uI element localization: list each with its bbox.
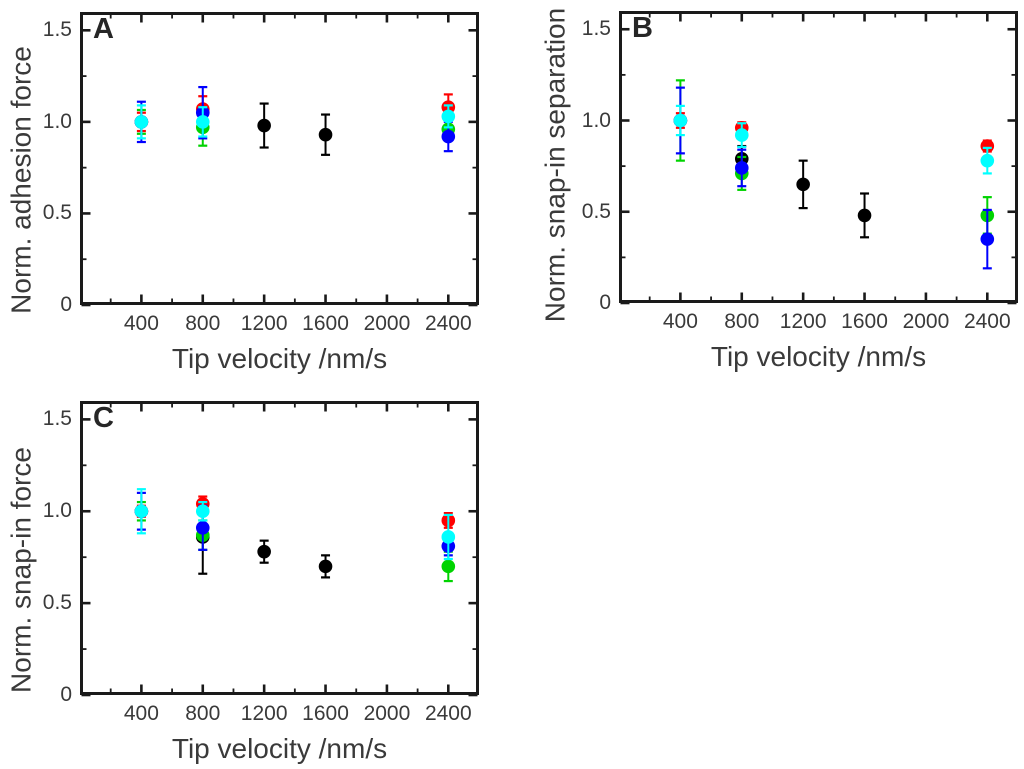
data-point-cyan bbox=[734, 128, 749, 142]
x-tick-label: 400 bbox=[662, 310, 698, 333]
x-tick-label: 1600 bbox=[841, 310, 888, 333]
y-tick-label: 1.5 bbox=[42, 407, 72, 431]
y-tick-label: 0 bbox=[60, 683, 72, 706]
panel-c-y-axis-title: Norm. snap-in force bbox=[5, 447, 37, 693]
data-point-black bbox=[796, 177, 810, 192]
data-point-blue bbox=[734, 161, 749, 175]
data-point-cyan bbox=[195, 504, 210, 519]
panel-a-plot-area bbox=[80, 12, 479, 307]
data-point-green bbox=[441, 559, 456, 574]
data-point-black bbox=[857, 208, 872, 223]
x-tick-label: 1200 bbox=[240, 312, 288, 335]
data-point-cyan bbox=[673, 113, 688, 128]
data-point-blue bbox=[980, 232, 995, 246]
panel-c-plot-area bbox=[80, 401, 479, 697]
panel-b-x-axis-title: Tip velocity /nm/s bbox=[710, 341, 927, 372]
data-point-blue bbox=[441, 129, 456, 144]
y-tick-label: 0.5 bbox=[42, 201, 72, 225]
data-point-black bbox=[318, 559, 333, 574]
x-tick-label: 2400 bbox=[963, 310, 1011, 333]
x-tick-label: 2400 bbox=[424, 312, 472, 335]
data-point-blue bbox=[195, 520, 210, 535]
data-point-black bbox=[257, 544, 271, 559]
y-tick-label: 0.5 bbox=[581, 199, 611, 223]
panel-b-y-axis-title: Norm. snap-in separation bbox=[539, 7, 571, 323]
panel-c-letter: C bbox=[93, 402, 114, 434]
y-tick-label: 0.5 bbox=[42, 591, 72, 615]
panel-c-x-axis-title: Tip velocity /nm/s bbox=[171, 733, 388, 764]
x-tick-label: 1600 bbox=[302, 312, 349, 335]
panel-a-y-axis-title: Norm. adhesion force bbox=[5, 46, 37, 314]
x-tick-label: 2000 bbox=[902, 310, 950, 333]
y-tick-label: 1.5 bbox=[581, 17, 611, 41]
panel-b-plot-area bbox=[619, 11, 1018, 305]
y-tick-label: 1.0 bbox=[581, 108, 611, 132]
data-point-cyan bbox=[134, 115, 149, 129]
data-point-cyan bbox=[980, 153, 995, 168]
y-tick-label: 0 bbox=[599, 291, 611, 314]
y-tick-label: 1.0 bbox=[42, 109, 72, 133]
panel-b-letter: B bbox=[632, 12, 653, 44]
y-tick-label: 1.0 bbox=[42, 499, 72, 523]
x-tick-label: 1200 bbox=[240, 702, 288, 725]
x-tick-label: 800 bbox=[185, 312, 221, 335]
data-point-red bbox=[980, 139, 995, 153]
x-tick-label: 1600 bbox=[302, 702, 349, 725]
data-point-black bbox=[257, 118, 271, 133]
x-tick-label: 1200 bbox=[779, 310, 827, 333]
data-point-black bbox=[318, 127, 333, 142]
data-point-cyan bbox=[441, 530, 456, 544]
x-tick-label: 2000 bbox=[363, 702, 411, 725]
y-tick-label: 0 bbox=[60, 293, 72, 316]
panel-a-letter: A bbox=[93, 13, 114, 45]
x-tick-label: 2000 bbox=[363, 312, 411, 335]
data-point-cyan bbox=[441, 109, 456, 124]
x-tick-label: 800 bbox=[724, 310, 760, 333]
y-tick-label: 1.5 bbox=[42, 18, 72, 42]
x-tick-label: 400 bbox=[123, 312, 159, 335]
x-tick-label: 400 bbox=[123, 702, 159, 725]
x-tick-label: 2400 bbox=[424, 702, 472, 725]
data-point-cyan bbox=[195, 115, 210, 129]
data-point-cyan bbox=[134, 504, 149, 519]
x-tick-label: 800 bbox=[185, 702, 221, 725]
panel-a-x-axis-title: Tip velocity /nm/s bbox=[171, 343, 388, 374]
